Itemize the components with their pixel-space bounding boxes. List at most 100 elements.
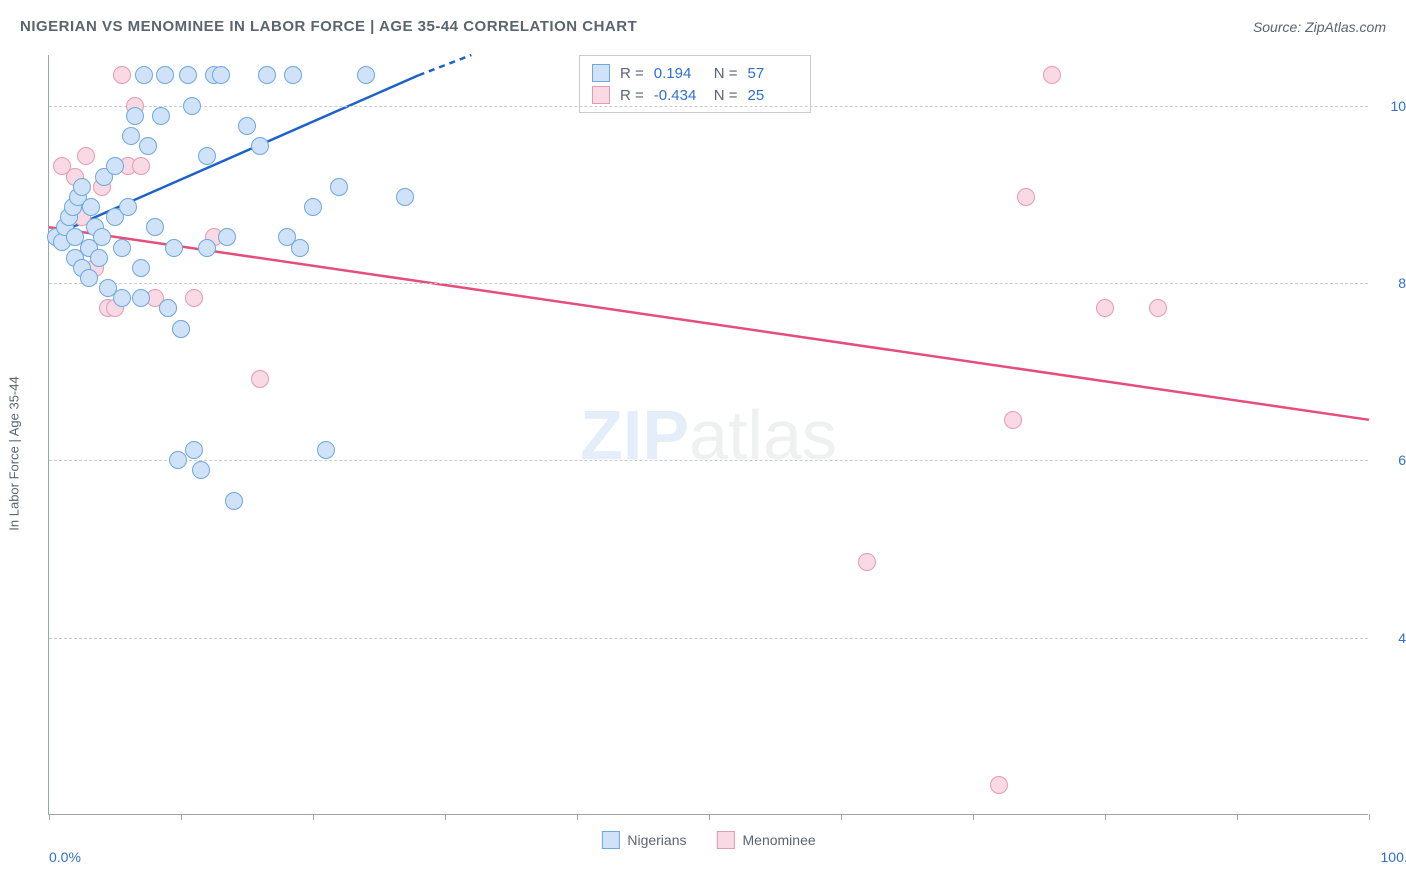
data-point	[77, 147, 95, 165]
r-value-series2: -0.434	[654, 87, 704, 104]
stats-row-series1: R = 0.194 N = 57	[592, 62, 798, 84]
x-tick	[181, 814, 182, 820]
data-point	[1149, 299, 1167, 317]
stats-row-series2: R = -0.434 N = 25	[592, 84, 798, 106]
watermark-part2: atlas	[689, 396, 837, 474]
chart-container: NIGERIAN VS MENOMINEE IN LABOR FORCE | A…	[0, 0, 1406, 892]
legend-item-series2: Menominee	[716, 831, 815, 849]
x-tick	[445, 814, 446, 820]
legend-label-series2: Menominee	[742, 832, 815, 848]
swatch-series1-icon	[601, 831, 619, 849]
data-point	[1096, 299, 1114, 317]
n-label: N =	[714, 65, 738, 82]
data-point	[132, 289, 150, 307]
data-point	[396, 188, 414, 206]
r-label: R =	[620, 87, 644, 104]
data-point	[113, 66, 131, 84]
legend-label-series1: Nigerians	[627, 832, 686, 848]
data-point	[119, 198, 137, 216]
data-point	[238, 117, 256, 135]
trend-line	[419, 55, 472, 75]
data-point	[159, 299, 177, 317]
data-point	[113, 289, 131, 307]
data-point	[284, 66, 302, 84]
legend-item-series1: Nigerians	[601, 831, 686, 849]
data-point	[198, 147, 216, 165]
gridline	[49, 638, 1368, 639]
data-point	[1043, 66, 1061, 84]
data-point	[172, 320, 190, 338]
swatch-series2	[592, 86, 610, 104]
correlation-stats-box: R = 0.194 N = 57 R = -0.434 N = 25	[579, 55, 811, 113]
y-tick-label: 47.5%	[1378, 630, 1406, 646]
data-point	[139, 137, 157, 155]
data-point	[146, 218, 164, 236]
data-point	[90, 249, 108, 267]
x-tick	[841, 814, 842, 820]
data-point	[106, 157, 124, 175]
gridline	[49, 460, 1368, 461]
y-tick-label: 65.0%	[1378, 452, 1406, 468]
x-tick	[577, 814, 578, 820]
data-point	[357, 66, 375, 84]
data-point	[251, 137, 269, 155]
gridline	[49, 106, 1368, 107]
gridline	[49, 283, 1368, 284]
trend-line	[49, 75, 419, 237]
data-point	[80, 269, 98, 287]
title-bar: NIGERIAN VS MENOMINEE IN LABOR FORCE | A…	[20, 18, 1386, 35]
r-value-series1: 0.194	[654, 65, 704, 82]
data-point	[1004, 411, 1022, 429]
x-tick	[1369, 814, 1370, 820]
data-point	[156, 66, 174, 84]
n-value-series1: 57	[748, 65, 798, 82]
trend-line	[49, 227, 1369, 420]
x-tick	[709, 814, 710, 820]
y-tick-label: 82.5%	[1378, 275, 1406, 291]
x-tick	[1237, 814, 1238, 820]
n-value-series2: 25	[748, 87, 798, 104]
watermark: ZIPatlas	[580, 395, 837, 475]
x-tick	[1105, 814, 1106, 820]
swatch-series2-icon	[716, 831, 734, 849]
data-point	[218, 228, 236, 246]
data-point	[304, 198, 322, 216]
data-point	[258, 66, 276, 84]
data-point	[291, 239, 309, 257]
data-point	[990, 776, 1008, 794]
watermark-part1: ZIP	[580, 396, 689, 474]
x-tick	[49, 814, 50, 820]
data-point	[183, 97, 201, 115]
n-label: N =	[714, 87, 738, 104]
x-min-label: 0.0%	[49, 849, 81, 865]
data-point	[198, 239, 216, 257]
data-point	[113, 239, 131, 257]
data-point	[82, 198, 100, 216]
swatch-series1	[592, 64, 610, 82]
data-point	[251, 370, 269, 388]
data-point	[132, 157, 150, 175]
plot-area: ZIPatlas R = 0.194 N = 57 R = -0.434 N =…	[48, 55, 1368, 815]
data-point	[179, 66, 197, 84]
data-point	[212, 66, 230, 84]
data-point	[126, 107, 144, 125]
x-tick	[973, 814, 974, 820]
data-point	[93, 228, 111, 246]
y-axis-label: In Labor Force | Age 35-44	[7, 376, 22, 530]
chart-title: NIGERIAN VS MENOMINEE IN LABOR FORCE | A…	[20, 18, 637, 35]
data-point	[317, 441, 335, 459]
data-point	[225, 492, 243, 510]
data-point	[185, 289, 203, 307]
series-legend: Nigerians Menominee	[601, 831, 815, 849]
data-point	[330, 178, 348, 196]
x-max-label: 100.0%	[1381, 849, 1406, 865]
data-point	[135, 66, 153, 84]
data-point	[1017, 188, 1035, 206]
data-point	[73, 178, 91, 196]
y-tick-label: 100.0%	[1378, 98, 1406, 114]
x-tick	[313, 814, 314, 820]
data-point	[192, 461, 210, 479]
data-point	[122, 127, 140, 145]
data-point	[185, 441, 203, 459]
r-label: R =	[620, 65, 644, 82]
